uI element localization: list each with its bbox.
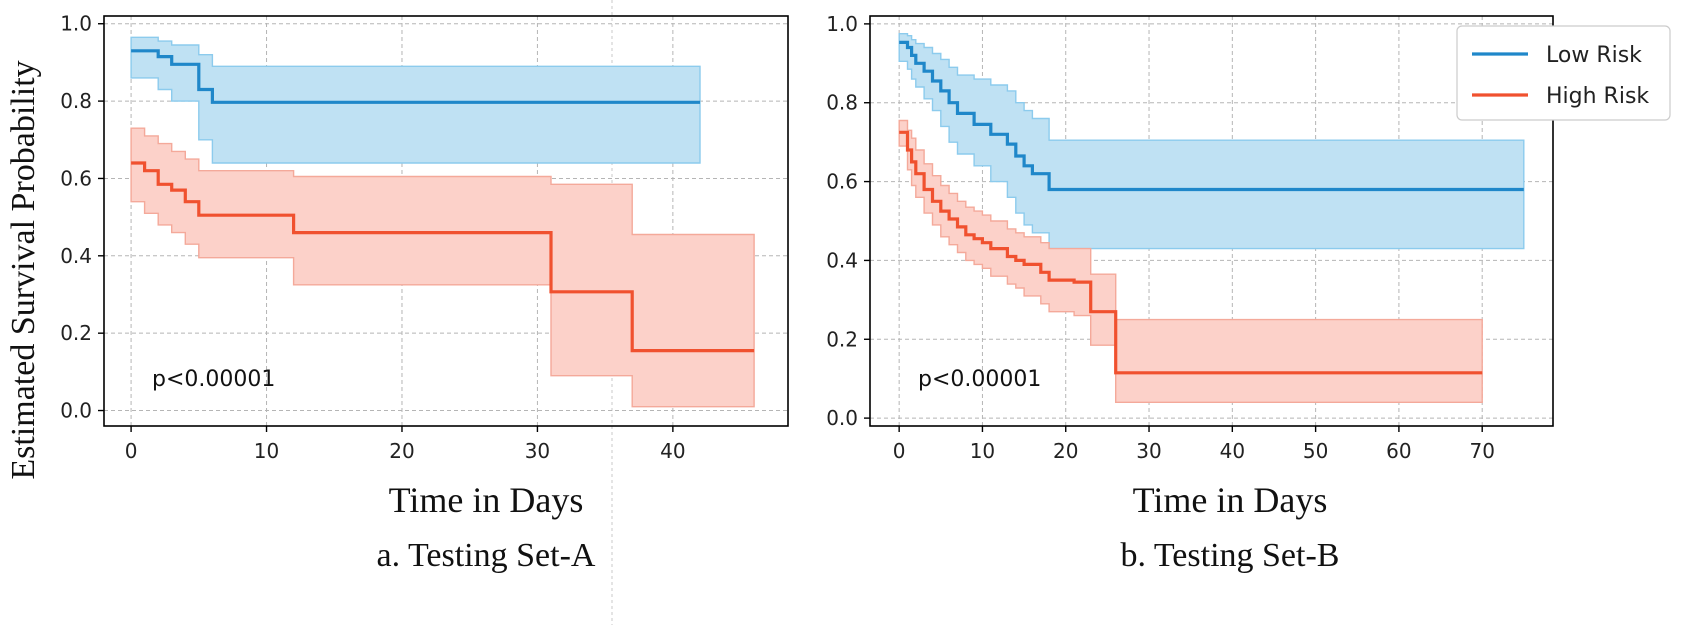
x-tick-label-a-4: 40 — [660, 439, 685, 463]
x-tick-label-a-2: 20 — [389, 439, 414, 463]
confidence-bands-a — [130, 36, 755, 408]
y-tick-label-b-3: 0.6 — [826, 170, 858, 194]
x-tick-label-b-1: 10 — [970, 439, 995, 463]
y-axis-label: Estimated Survival Probability — [5, 60, 42, 479]
legend: Low Risk High Risk — [1456, 25, 1671, 121]
x-axis-label-a: Time in Days — [389, 480, 584, 520]
axis-ticks-a: 0 10 20 30 40 0.0 0.2 0.4 0.6 0.8 1.0 — [60, 12, 685, 463]
x-tick-label-b-4: 40 — [1220, 439, 1245, 463]
x-tick-label-b-7: 70 — [1469, 439, 1494, 463]
y-tick-label-b-2: 0.4 — [826, 248, 858, 272]
y-tick-label-a-0: 0.0 — [60, 399, 92, 423]
legend-label-high-risk: High Risk — [1546, 84, 1649, 109]
legend-label-low-risk: Low Risk — [1546, 43, 1642, 68]
survival-curve-high-risk-a — [131, 161, 755, 353]
survival-curve-low-risk-b — [899, 40, 1524, 192]
p-value-annotation-b: p<0.00001 — [918, 367, 1041, 392]
plot-frame-a — [103, 15, 789, 427]
x-tick-label-b-5: 50 — [1303, 439, 1328, 463]
x-tick-label-b-2: 20 — [1053, 439, 1078, 463]
ci-band-low-risk-b — [898, 33, 1525, 250]
x-tick-label-b-6: 60 — [1386, 439, 1411, 463]
chart-panel-testing-set-a: 0 10 20 30 40 0.0 0.2 0.4 0.6 0.8 1.0 p<0.00001 Ti… — [60, 12, 789, 574]
x-tick-label-a-0: 0 — [125, 439, 138, 463]
axis-ticks-b: 0 10 20 30 40 50 60 70 0.0 0.2 0.4 0.6 0.8 1.0 — [826, 12, 1495, 463]
confidence-bands-b — [898, 33, 1525, 403]
y-tick-label-b-5: 1.0 — [826, 12, 858, 36]
survival-curve-low-risk-a — [131, 49, 700, 104]
survival-curve-high-risk-b — [899, 130, 1483, 375]
survival-curves-b — [899, 40, 1524, 375]
y-tick-label-b-1: 0.2 — [826, 327, 858, 351]
panel-caption-b: b. Testing Set-B — [1121, 537, 1340, 574]
y-tick-label-b-0: 0.0 — [826, 406, 858, 430]
ci-band-high-risk-a — [130, 127, 755, 408]
panel-caption-a: a. Testing Set-A — [377, 537, 596, 574]
y-tick-label-b-4: 0.8 — [826, 91, 858, 115]
x-axis-label-b: Time in Days — [1133, 480, 1328, 520]
chart-panel-testing-set-b: 0 10 20 30 40 50 60 70 0.0 0.2 0.4 0.6 0.8 1.0 p<0.00… — [826, 12, 1671, 574]
y-tick-label-a-3: 0.6 — [60, 166, 92, 190]
y-tick-label-a-2: 0.4 — [60, 244, 92, 268]
x-tick-label-b-3: 30 — [1136, 439, 1161, 463]
plot-frame-b — [869, 15, 1554, 427]
y-tick-label-a-5: 1.0 — [60, 12, 92, 36]
x-tick-label-a-1: 10 — [254, 439, 279, 463]
x-tick-label-b-0: 0 — [893, 439, 906, 463]
x-tick-label-a-3: 30 — [525, 439, 550, 463]
p-value-annotation-a: p<0.00001 — [152, 367, 275, 392]
ci-band-high-risk-b — [898, 119, 1483, 403]
survival-curves-a — [131, 49, 755, 353]
y-tick-label-a-4: 0.8 — [60, 89, 92, 113]
y-tick-label-a-1: 0.2 — [60, 321, 92, 345]
ci-band-low-risk-a — [130, 36, 701, 164]
